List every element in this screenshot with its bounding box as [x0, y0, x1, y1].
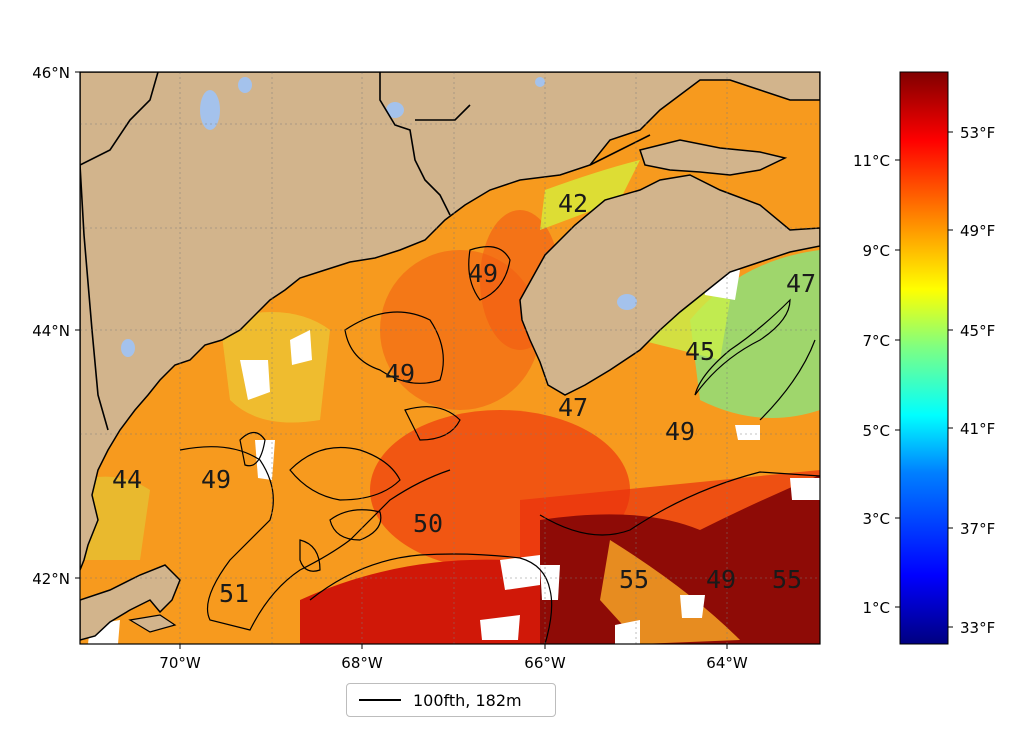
sst-label: 44	[112, 465, 142, 494]
lon-label: 64°W	[706, 654, 748, 672]
lon-label: 70°W	[159, 654, 201, 672]
land-nova-scotia	[519, 174, 820, 396]
graticule	[80, 72, 820, 644]
land-pei	[639, 139, 788, 176]
cool-region-coast	[80, 476, 150, 560]
sst-label: 51	[219, 579, 249, 608]
sst-label: 55	[772, 565, 802, 594]
celsius-label: 1°C	[862, 599, 890, 617]
fahrenheit-label: 45°F	[960, 322, 995, 340]
celsius-label: 3°C	[862, 510, 890, 528]
sst-label: 49	[706, 565, 736, 594]
warm-tongue	[600, 540, 740, 644]
land-mainland	[80, 72, 820, 571]
sst-label: 47	[558, 393, 588, 422]
lon-label: 66°W	[524, 654, 566, 672]
sst-label: 45	[685, 337, 715, 366]
lat-label: 42°N	[32, 570, 70, 588]
fahrenheit-label: 53°F	[960, 124, 995, 142]
sst-label: 49	[468, 259, 498, 288]
sst-label: 49	[201, 465, 231, 494]
sst-label: 49	[385, 359, 415, 388]
colorbar	[899, 71, 949, 645]
lakes	[121, 77, 637, 357]
map-frame	[79, 71, 821, 645]
fahrenheit-label: 49°F	[960, 222, 995, 240]
sst-label: 50	[413, 509, 443, 538]
lat-label: 44°N	[32, 322, 70, 340]
celsius-label: 9°C	[862, 242, 890, 260]
contour-100fth	[179, 246, 820, 644]
axis-ticks	[75, 71, 728, 649]
legend: 100fth, 182m	[346, 683, 556, 717]
lon-label: 68°W	[341, 654, 383, 672]
fahrenheit-label: 37°F	[960, 520, 995, 538]
map-area: 42 49 49 47 45 47 49 44 49 50 55 49 55 5…	[80, 72, 820, 644]
fahrenheit-label: 41°F	[960, 420, 995, 438]
colorbar-ticks	[895, 131, 953, 628]
fahrenheit-label: 33°F	[960, 619, 995, 637]
cool-region-bay-of-fundy	[540, 160, 640, 230]
sst-label: 47	[786, 269, 816, 298]
land-cape-cod	[80, 564, 181, 641]
lat-label: 46°N	[32, 64, 70, 82]
celsius-label: 7°C	[862, 332, 890, 350]
legend-line-swatch	[359, 699, 401, 701]
sst-label: 55	[619, 565, 649, 594]
celsius-label: 11°C	[853, 152, 890, 170]
land-islands	[128, 614, 177, 633]
celsius-label: 5°C	[862, 422, 890, 440]
sst-labels: 42 49 49 47 45 47 49 44 49 50 55 49 55 5…	[112, 189, 816, 608]
sst-label: 42	[558, 189, 588, 218]
sst-label: 49	[665, 417, 695, 446]
legend-label: 100fth, 182m	[413, 690, 522, 710]
